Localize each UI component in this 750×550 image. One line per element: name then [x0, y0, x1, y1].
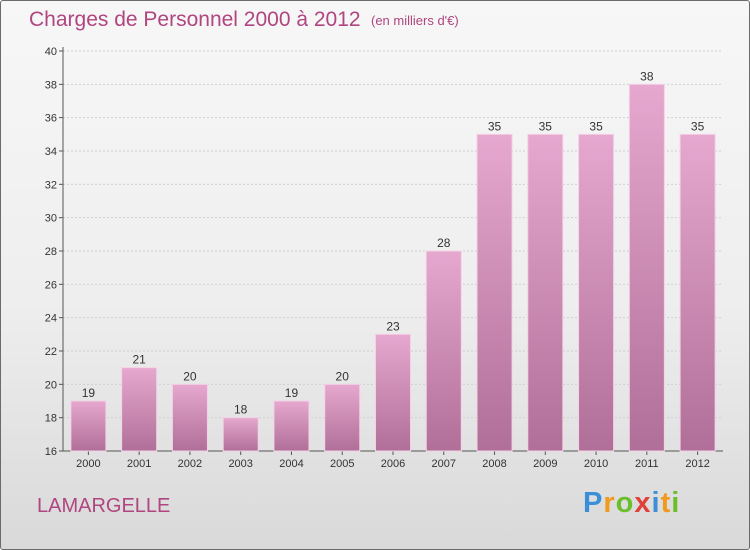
- data-label: 21: [132, 353, 146, 367]
- bar: [578, 133, 615, 452]
- proxiti-logo[interactable]: Proxiti: [583, 487, 680, 520]
- y-tick-label: 22: [45, 346, 57, 358]
- brand-letter: x: [634, 487, 652, 519]
- bars: [70, 83, 716, 452]
- y-tick-label: 18: [45, 413, 57, 425]
- bar: [425, 250, 462, 452]
- data-label: 35: [589, 119, 603, 133]
- x-tick-label: 2001: [127, 458, 151, 470]
- bar: [70, 400, 107, 452]
- location-name: LAMARGELLE: [37, 495, 171, 517]
- bar: [324, 383, 361, 452]
- x-tick-label: 2005: [330, 458, 354, 470]
- y-tick-label: 36: [45, 113, 57, 125]
- y-tick-label: 16: [45, 446, 57, 458]
- y-tick-label: 28: [45, 246, 57, 258]
- brand-letter: i: [651, 487, 661, 519]
- x-tick-label: 2012: [685, 458, 709, 470]
- x-tick-label: 2004: [279, 458, 303, 470]
- x-tick-label: 2006: [381, 458, 405, 470]
- bar: [121, 367, 158, 452]
- chart-subtitle: (en milliers d'€): [371, 13, 459, 28]
- x-tick-label: 2011: [635, 458, 659, 470]
- data-label: 20: [183, 369, 197, 383]
- y-tick-label: 26: [45, 279, 57, 291]
- x-tick-label: 2003: [228, 458, 252, 470]
- data-label: 18: [234, 403, 248, 417]
- data-label: 35: [539, 119, 553, 133]
- brand-letter: i: [671, 487, 681, 519]
- bar: [374, 333, 412, 452]
- data-label: 35: [488, 119, 502, 133]
- data-label: 23: [386, 319, 400, 333]
- chart-title: Charges de Personnel 2000 à 2012: [29, 8, 361, 31]
- x-tick-label: 2008: [482, 458, 506, 470]
- brand-letter: t: [660, 487, 672, 519]
- bar: [273, 400, 310, 452]
- y-tick-label: 38: [45, 79, 57, 91]
- brand-letter: P: [583, 487, 604, 519]
- x-tick-label: 2009: [533, 458, 557, 470]
- y-tick-label: 34: [45, 146, 57, 158]
- y-tick-label: 20: [45, 379, 57, 391]
- bar: [476, 133, 513, 452]
- x-tick-label: 2007: [432, 458, 456, 470]
- data-label: 19: [82, 386, 96, 400]
- x-tick-label: 2002: [178, 458, 202, 470]
- brand-letter: r: [603, 487, 616, 519]
- bar: [679, 133, 716, 452]
- data-label: 35: [691, 119, 705, 133]
- data-label: 38: [640, 69, 654, 83]
- y-tick-label: 30: [45, 213, 57, 225]
- x-tick-label: 2000: [76, 458, 100, 470]
- bar: [171, 383, 208, 452]
- brand-letter: o: [615, 487, 635, 519]
- data-label: 19: [285, 386, 299, 400]
- y-tick-label: 32: [45, 179, 57, 191]
- labels: 16 18 20 22 24 26 28 30 32 34 36 38 40 2000 19 2001 21 20…: [45, 46, 710, 470]
- y-tick-label: 24: [45, 313, 57, 325]
- bar: [628, 83, 665, 452]
- data-label: 20: [336, 369, 350, 383]
- x-tick-label: 2010: [584, 458, 608, 470]
- y-tick-label: 40: [45, 46, 57, 58]
- data-label: 28: [437, 236, 451, 250]
- bar: [222, 417, 259, 452]
- bar: [527, 133, 564, 452]
